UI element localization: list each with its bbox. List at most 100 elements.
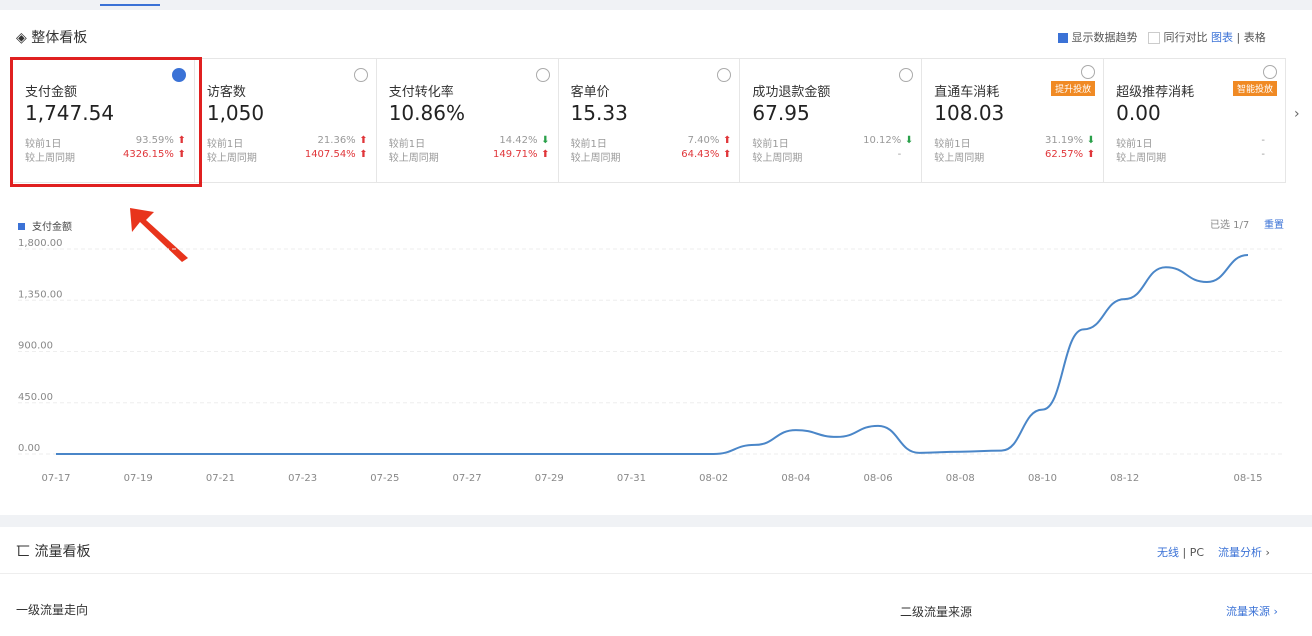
secondary-label: 二级流量来源 <box>900 605 973 619</box>
tab[interactable]: PC <box>1189 546 1205 559</box>
metric-card[interactable]: 超级推荐消耗 0.00 智能投放 较前1日 - 较上周同期 - <box>1103 58 1286 183</box>
select-check[interactable] <box>353 68 368 82</box>
y-tick-label: 1,350.00 <box>18 289 63 300</box>
compare-value: 31.19% <box>1044 135 1084 146</box>
select-check[interactable] <box>171 68 186 82</box>
options: 显示数据趋势 同行对比 图表 | 表格 <box>1058 29 1266 45</box>
metric-value: 0.00 <box>1116 101 1161 125</box>
compare-label: 较前1日 <box>752 139 789 150</box>
x-tick-label: 07-25 <box>370 473 399 484</box>
compare-value: 14.42% <box>499 135 538 146</box>
option[interactable]: 同行对比 <box>1163 31 1208 44</box>
metric-card[interactable]: 直通车消耗 108.03 提升投放 较前1日 31.19% ⬇ 较上周同期 62.57% ⬆ <box>921 58 1105 183</box>
select-check[interactable] <box>1081 65 1096 79</box>
trend-arrow: ⬆ <box>1086 149 1096 160</box>
compare-value: 93.59% <box>135 135 174 146</box>
compare-label: 较上周同期 <box>1116 153 1167 164</box>
title-text: 整体看板 <box>31 30 88 46</box>
badge: 智能投放 <box>1232 81 1277 96</box>
metric-label: 访客数 <box>206 85 246 100</box>
link-text[interactable]: 流量来源 <box>1226 605 1270 618</box>
compare-value: 64.43% <box>681 149 720 160</box>
x-tick-label: 07-31 <box>617 473 646 484</box>
primary-label: 一级流量走向 <box>16 603 89 617</box>
y-tick-label: 0.00 <box>18 443 40 454</box>
divider <box>0 573 1312 574</box>
metric-card[interactable]: 成功退款金额 67.95 较前1日 10.12% ⬇ 较上周同期 - <box>739 58 923 183</box>
metric-value: 67.95 <box>752 101 810 125</box>
trend-arrow: ⬆ <box>723 135 732 146</box>
x-tick-label: 07-21 <box>206 473 235 484</box>
trend-arrow: ⬇ <box>1086 135 1096 146</box>
select-check[interactable] <box>899 68 914 82</box>
source-link[interactable]: 流量来源 › <box>1226 605 1278 618</box>
metric-card[interactable]: 访客数 1,050 较前1日 21.36% ⬆ 较上周同期 1407.54% ⬆ <box>193 58 377 183</box>
y-tick-label: 900.00 <box>18 341 53 352</box>
select-check[interactable] <box>1262 65 1277 79</box>
x-tick-label: 08-02 <box>699 473 728 484</box>
trend-arrow: ⬇ <box>541 135 550 146</box>
metric-card[interactable]: 客单价 15.33 较前1日 7.40% ⬆ 较上周同期 64.43% ⬆ <box>557 58 741 183</box>
metric-label: 超级推荐消耗 <box>1116 85 1195 100</box>
compare-value: - <box>1261 149 1265 160</box>
trend-arrow: ⬆ <box>177 135 186 146</box>
compare-value: 62.57% <box>1044 149 1084 160</box>
tab-indicator <box>100 4 160 6</box>
x-tick-label: 08-06 <box>864 473 893 484</box>
line-series <box>55 253 1249 455</box>
trend-arrow: ⬆ <box>359 149 368 160</box>
trend-arrow: ⬆ <box>359 135 368 146</box>
compare-value: 1407.54% <box>304 149 356 160</box>
metric-label: 成功退款金额 <box>752 85 831 100</box>
x-tick-label: 08-12 <box>1110 473 1139 484</box>
link[interactable]: 流量分析 <box>1218 546 1263 559</box>
compare-value: - <box>1261 135 1265 146</box>
toggle[interactable]: 图表 <box>1211 31 1233 44</box>
x-tick-label: 08-15 <box>1233 473 1262 484</box>
x-tick-label: 07-23 <box>288 473 317 484</box>
compare-label: 较上周同期 <box>934 153 985 164</box>
y-tick-label: 1,800.00 <box>18 238 63 249</box>
option[interactable]: 显示数据趋势 <box>1071 31 1138 44</box>
trend-arrow: ⬆ <box>723 149 732 160</box>
select-check[interactable] <box>717 68 732 82</box>
compare-value: 4326.15% <box>122 149 174 160</box>
toggle[interactable]: 表格 <box>1243 31 1266 44</box>
compare-value: - <box>897 149 902 160</box>
metric-value: 108.03 <box>934 101 1005 125</box>
legend-swatch <box>18 223 25 230</box>
metric-value: 10.86% <box>388 101 465 125</box>
metric-value: 15.33 <box>570 101 628 125</box>
checkbox[interactable] <box>1058 33 1068 43</box>
metric-label: 支付金额 <box>25 85 78 100</box>
x-tick-label: 07-17 <box>41 473 70 484</box>
x-tick-label: 08-08 <box>946 473 975 484</box>
metric-label: 直通车消耗 <box>934 85 1000 100</box>
next-arrow[interactable]: › <box>1294 106 1300 122</box>
metric-value: 1,050 <box>206 101 265 125</box>
compare-label: 较上周同期 <box>752 153 803 164</box>
traffic-title: ⼖ 流量看板 <box>16 544 91 560</box>
compare-label: 较上周同期 <box>570 153 621 164</box>
reset-link[interactable]: 重置 <box>1264 218 1284 231</box>
metric-label: 客单价 <box>570 85 610 100</box>
compare-label: 较上周同期 <box>25 153 75 164</box>
compare-value: 149.71% <box>493 149 538 160</box>
title-text: 流量看板 <box>34 544 91 560</box>
legend-label: 支付金额 <box>32 220 72 233</box>
compare-label: 较前1日 <box>570 139 607 150</box>
tab[interactable]: 无线 <box>1157 546 1179 559</box>
panel-title: ◈ 整体看板 <box>16 30 88 46</box>
selection: 已选 1/7 <box>1210 218 1249 231</box>
x-tick-label: 07-29 <box>535 473 564 484</box>
trend-arrow: ⬆ <box>177 149 186 160</box>
annotation-arrow <box>130 208 188 262</box>
checkbox[interactable] <box>1148 32 1160 44</box>
compare-label: 较前1日 <box>934 139 971 150</box>
metric-card[interactable]: 支付转化率 10.86% 较前1日 14.42% ⬇ 较上周同期 149.71% ⬆ <box>375 58 559 183</box>
select-check[interactable] <box>535 68 550 82</box>
x-tick-label: 07-19 <box>124 473 153 484</box>
compare-label: 较前1日 <box>206 139 244 150</box>
compare-label: 较上周同期 <box>206 153 257 164</box>
